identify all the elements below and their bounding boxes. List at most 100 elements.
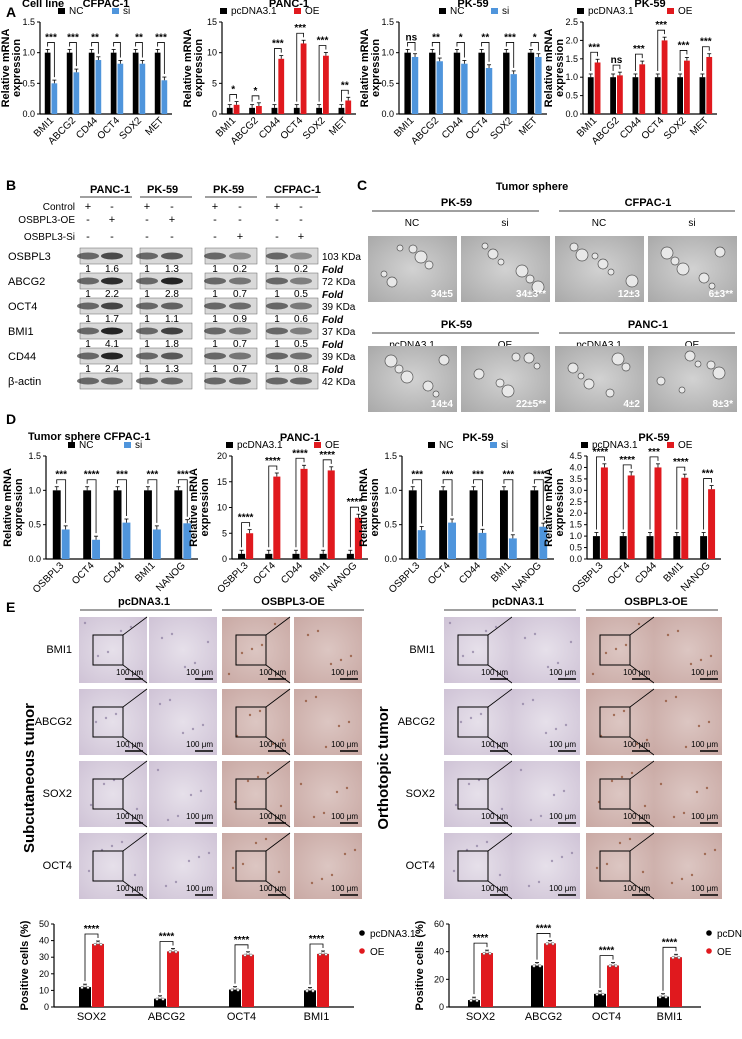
sphere-count: 34±3** [516, 289, 546, 300]
significance-label: * [459, 32, 463, 43]
legend-label: pcDNA3.1 [717, 929, 742, 940]
y-tick-label: 0.5 [384, 520, 397, 530]
blot-band [161, 277, 183, 285]
scale-bar-label: 100 μm [481, 812, 508, 821]
ihc-zoom-line [629, 736, 655, 756]
significance-label: ns [405, 32, 417, 43]
scale-bar-label: 100 μm [116, 812, 143, 821]
bar [527, 52, 535, 114]
sphere-cluster [531, 280, 545, 294]
ihc-stain-dot [256, 775, 260, 779]
legend-swatch [294, 8, 301, 14]
ihc-stain-dot [699, 658, 703, 662]
bar [439, 490, 448, 559]
fold-value: 1 [85, 339, 91, 350]
ihc-zoom-box [599, 850, 631, 882]
significance-label: *** [678, 40, 690, 51]
blot-band [290, 252, 312, 260]
x-tick-label: MET [327, 115, 350, 138]
ihc-marker-label: ABCG2 [35, 716, 72, 728]
fold-value: 2.8 [165, 289, 179, 300]
ihc-stain-dot [523, 636, 527, 640]
y-axis-label: Relative mRNA [543, 29, 555, 108]
bar [508, 538, 517, 559]
chart-title: PANC-1 [269, 0, 309, 10]
y-tick-label: 0.0 [569, 554, 582, 564]
y-tick-label: 3.0 [569, 485, 582, 495]
ihc-stain-dot [531, 698, 535, 702]
scale-bar-label: 100 μm [116, 668, 143, 677]
ihc-image [79, 833, 147, 899]
sig-bracket [91, 42, 99, 54]
bar [44, 52, 51, 114]
fold-value: 1 [144, 289, 150, 300]
scale-bar-label: 100 μm [331, 668, 358, 677]
ihc-image [444, 689, 512, 755]
ihc-stain-dot [199, 789, 203, 793]
bar [110, 52, 117, 114]
x-tick-label: OCT4 [227, 1011, 256, 1023]
ihc-stain-dot [137, 741, 141, 745]
ihc-stain-dot [273, 622, 277, 626]
ihc-stain-dot [277, 870, 281, 874]
sphere-cluster [611, 352, 625, 366]
blot-band [266, 277, 288, 285]
ihc-marker-label: SOX2 [43, 788, 72, 800]
y-tick-label: 50 [39, 919, 49, 929]
sphere-cluster [621, 362, 631, 372]
sig-bracket [341, 89, 349, 102]
legend-swatch [667, 442, 674, 448]
sphere-images: PK-59 NC 34±5 si 34±3** CFPAC-1 NC 12±3 si 6±3** P… [368, 197, 737, 412]
ihc-image [586, 761, 654, 827]
ihc-stain-dot [659, 782, 663, 786]
bar [345, 100, 352, 114]
sig-bracket [241, 522, 251, 548]
x-tick-label: OCT4 [70, 560, 97, 587]
sig-bracket [676, 466, 686, 530]
y-tick-label: 1.0 [565, 72, 578, 82]
fold-value: 1 [85, 364, 91, 375]
bar [300, 43, 307, 114]
ihc-stain-dot [709, 654, 713, 658]
x-tick-label: OCT4 [464, 115, 491, 142]
y-axis-label: expression [193, 39, 205, 97]
ihc-zoom-box [457, 634, 489, 666]
bar [699, 77, 706, 114]
sig-bracket [295, 457, 305, 548]
ihc-zoom-line [122, 880, 148, 900]
ihc-zoom-line [487, 664, 513, 684]
data-point [551, 942, 555, 946]
ihc-stain-dot [353, 848, 357, 852]
ihc-stain-dot [705, 786, 709, 790]
bar [469, 490, 478, 559]
data-point [99, 942, 103, 946]
sig-bracket [349, 506, 359, 548]
fold-value: 1.3 [165, 364, 179, 375]
fold-value: 1 [144, 364, 150, 375]
ihc-zoom-line [265, 808, 291, 828]
ihc-stain-dot [102, 782, 106, 786]
ihc-images: BMI1 100 μm 100 μm 100 μm 100 μm ABCG2 100 μm 1… [35, 616, 722, 900]
ihc-stain-dot [624, 643, 628, 647]
bar [646, 536, 654, 559]
bar [654, 467, 662, 559]
data-point [96, 941, 100, 945]
bar [530, 490, 539, 559]
ihc-stain-dot [241, 862, 245, 866]
x-tick-label: NANOG [326, 560, 360, 594]
y-tick-label: 0.5 [565, 91, 578, 101]
bar [117, 63, 124, 114]
y-tick-label: 20 [217, 451, 227, 461]
bar [51, 83, 58, 114]
bar [319, 553, 327, 559]
blot-band [290, 352, 312, 360]
data-point [608, 964, 612, 968]
ihc-stain-dot [189, 793, 193, 797]
bar [594, 62, 601, 114]
data-point [308, 987, 312, 991]
sphere-cluster [438, 354, 450, 366]
significance-label: **** [662, 937, 678, 948]
ihc-stain-dot [181, 731, 185, 735]
blot-band [77, 277, 99, 285]
y-tick-label: 10 [217, 503, 227, 513]
